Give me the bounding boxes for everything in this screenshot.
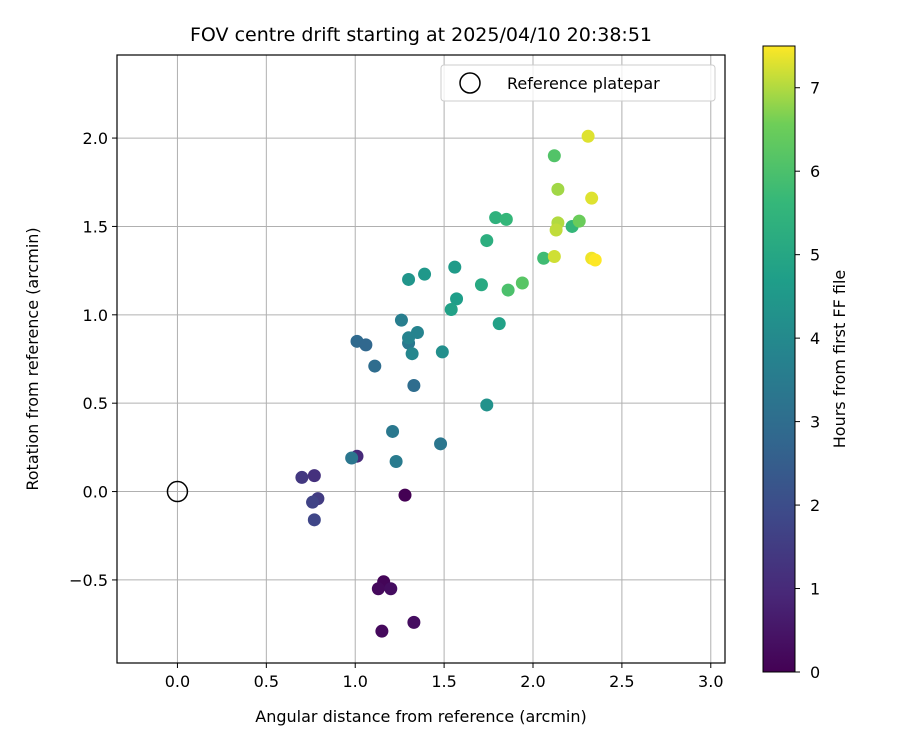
legend-marker-open-circle	[459, 72, 481, 94]
data-point	[448, 260, 462, 274]
x-tick-label: 3.0	[698, 672, 723, 691]
data-point	[368, 359, 382, 373]
data-point	[345, 451, 359, 465]
grid	[117, 55, 725, 663]
data-point	[492, 317, 506, 331]
data-point	[418, 267, 432, 281]
data-point	[359, 338, 373, 352]
y-tick-label: 1.5	[83, 217, 108, 236]
x-tick-label: 1.5	[431, 672, 456, 691]
colorbar-label: Hours from first FF file	[830, 270, 849, 449]
colorbar-tick-label: 2	[810, 496, 820, 515]
colorbar-ticks: 0 1 2 3 4 5 6 7	[795, 79, 820, 682]
colorbar-tick-label: 3	[810, 413, 820, 432]
data-point	[515, 276, 529, 290]
x-axis-label: Angular distance from reference (arcmin)	[255, 707, 586, 726]
colorbar-tick-label: 1	[810, 580, 820, 599]
data-point	[501, 283, 515, 297]
data-point	[551, 182, 565, 196]
data-point	[410, 325, 424, 339]
colorbar-tick-label: 4	[810, 329, 820, 348]
data-point	[434, 437, 448, 451]
chart-title: FOV centre drift starting at 2025/04/10 …	[190, 24, 652, 46]
scatter-points	[295, 129, 602, 638]
data-point	[307, 469, 321, 483]
data-point	[407, 615, 421, 629]
y-tick-label: 2.0	[83, 129, 108, 148]
data-point	[572, 214, 586, 228]
colorbar-tick-label: 7	[810, 79, 820, 98]
data-point	[375, 624, 389, 638]
y-tick-label: −0.5	[69, 571, 108, 590]
data-point	[480, 398, 494, 412]
data-point	[474, 278, 488, 292]
data-point	[444, 303, 458, 317]
data-point	[384, 582, 398, 596]
data-point	[547, 249, 561, 263]
data-point	[394, 313, 408, 327]
x-tick-label: 2.0	[520, 672, 545, 691]
legend-box	[440, 64, 716, 102]
legend: Reference platepar	[440, 64, 716, 102]
x-tick-label: 1.0	[342, 672, 367, 691]
data-point	[402, 272, 416, 286]
y-tick-label: 0.0	[83, 483, 108, 502]
data-point	[435, 345, 449, 359]
colorbar-gradient	[762, 45, 796, 673]
x-tick-label: 0.0	[165, 672, 190, 691]
colorbar-tick-label: 6	[810, 162, 820, 181]
data-point	[306, 495, 320, 509]
x-tick-label: 0.5	[254, 672, 279, 691]
data-point	[489, 211, 503, 225]
data-point	[386, 424, 400, 438]
colorbar-tick-label: 5	[810, 246, 820, 265]
y-tick-label: 1.0	[83, 306, 108, 325]
data-point	[480, 234, 494, 248]
x-ticks: 0.0 0.5 1.0 1.5 2.0 2.5 3.0	[165, 663, 724, 691]
y-ticks: −0.5 0.0 0.5 1.0 1.5 2.0	[69, 129, 117, 590]
plot-frame	[116, 54, 726, 664]
data-point	[537, 251, 551, 265]
data-point	[450, 292, 464, 306]
data-point	[581, 129, 595, 143]
data-point	[547, 149, 561, 163]
data-point	[588, 253, 602, 267]
data-point	[549, 223, 563, 237]
data-point	[398, 488, 412, 502]
reference-marker-layer	[166, 480, 189, 503]
data-point	[407, 379, 421, 393]
data-point	[389, 455, 403, 469]
colorbar: 0 1 2 3 4 5 6 7 Hours from first FF file	[762, 45, 849, 682]
y-axis-label: Rotation from reference (arcmin)	[23, 227, 42, 490]
data-point	[295, 470, 309, 484]
colorbar-tick-label: 0	[810, 663, 820, 682]
y-tick-label: 0.5	[83, 394, 108, 413]
x-tick-label: 2.5	[609, 672, 634, 691]
data-point	[307, 513, 321, 527]
reference-platepar-marker	[166, 480, 189, 503]
legend-label: Reference platepar	[507, 74, 660, 93]
data-point	[371, 582, 385, 596]
data-point	[499, 212, 513, 226]
data-point	[405, 347, 419, 361]
data-point	[585, 191, 599, 205]
